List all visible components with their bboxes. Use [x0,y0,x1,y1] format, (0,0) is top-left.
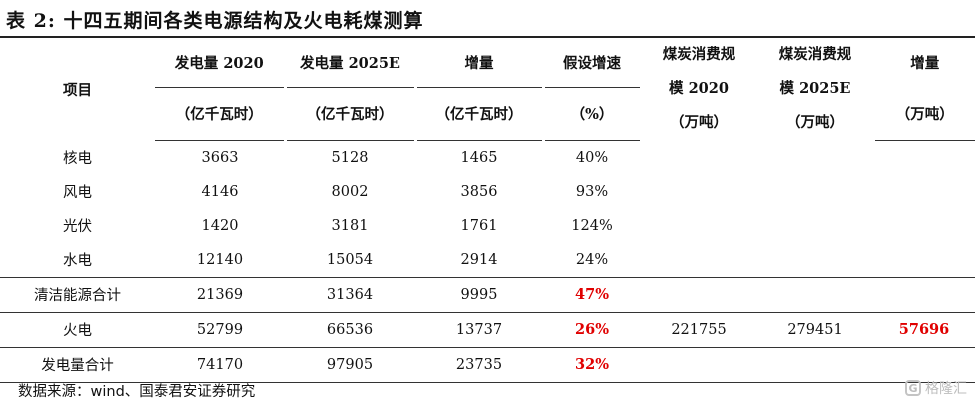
data-source-note: 数据来源：wind、国泰君安证券研究 [18,384,256,400]
cell-increase: 3856 [460,183,498,200]
header-gen2020: 发电量 2020 [155,38,287,88]
cell-coal2025 [757,209,873,243]
cell-gen2020: 3663 [201,149,239,166]
table-row-total: 发电量合计 74170 97905 23735 32% [0,346,975,383]
cell-coal2020 [641,276,757,312]
cell-gen2025: 3181 [331,217,369,234]
cell-coal2025: 279451 [757,311,873,347]
cell-coal2025 [757,140,873,175]
cell-gen2020: 52799 [155,311,285,347]
cell-coal-increase [873,243,975,278]
cell-coal2020 [641,140,757,175]
cell-gen2020: 4146 [201,183,239,200]
watermark-text: 格隆汇 [925,381,967,397]
header-coal2020-line2: 模 2020 [669,80,729,97]
table-row: 核电 3663 5128 1465 40% [0,140,975,175]
header-increase: 增量 [415,38,545,88]
cell-coal2020 [641,175,757,209]
header-unit-kwh-2025: （亿千瓦时） [285,87,417,141]
row-label: 光伏 [63,219,92,235]
row-label: 风电 [63,185,92,201]
header-coal2025: 煤炭消费规 模 2025E （万吨） [757,38,875,140]
cell-coal-increase [873,346,975,383]
cell-gen2020: 21369 [155,276,285,312]
cell-gen2020: 12140 [196,251,244,268]
table-row: 水电 12140 15054 2914 24% [0,243,975,278]
header-coal2025-line2: 模 2025E [779,80,851,97]
cell-increase: 23735 [415,346,543,383]
cell-coal2020 [641,243,757,278]
cell-coal-increase [873,140,975,175]
row-label: 核电 [63,150,92,167]
cell-gen2025: 31364 [285,276,415,312]
cell-coal-increase-highlight: 57696 [873,311,975,347]
cell-gen2025: 97905 [285,346,415,383]
row-label: 水电 [63,253,92,269]
table-row-subtotal: 清洁能源合计 21369 31364 9995 47% [0,276,975,312]
cell-gen2025: 8002 [331,183,369,200]
cell-coal-increase [873,209,975,243]
header-item: 项目 [63,81,92,99]
row-label: 火电 [0,311,155,347]
cell-growth: 93% [575,183,609,200]
cell-growth-highlight: 26% [543,311,641,347]
cell-increase: 1465 [460,149,498,166]
cell-coal2025 [757,243,873,278]
cell-increase: 13737 [415,311,543,347]
header-unit-kwh-increase: （亿千瓦时） [415,87,545,141]
cell-gen2020: 1420 [201,217,239,234]
title-rule [0,36,975,38]
cell-growth: 24% [575,251,609,268]
table-row: 风电 4146 8002 3856 93% [0,175,975,209]
cell-coal2020 [641,209,757,243]
row-label: 发电量合计 [0,346,155,383]
table-row-thermal: 火电 52799 66536 13737 26% 221755 279451 5… [0,311,975,347]
watermark: G 格隆汇 [905,378,967,398]
header-coal2020-line1: 煤炭消费规 [662,46,736,63]
cell-gen2025: 66536 [285,311,415,347]
cell-increase: 9995 [415,276,543,312]
gelonghui-logo-icon: G [905,380,921,396]
cell-gen2020: 74170 [155,346,285,383]
cell-coal-increase [873,276,975,312]
header-coal2025-unit: （万吨） [786,114,844,131]
table-row: 光伏 1420 3181 1761 124% [0,209,975,243]
table-title: 表 2: 十四五期间各类电源结构及火电耗煤测算 [6,10,424,32]
cell-coal2025 [757,346,873,383]
cell-growth: 40% [575,149,609,166]
cell-growth-highlight: 32% [543,346,641,383]
header-coal2020-unit: （万吨） [670,114,728,131]
cell-coal2025 [757,175,873,209]
row-label: 清洁能源合计 [0,276,155,312]
header-coal-increase-unit: （万吨） [873,87,975,141]
cell-coal2020: 221755 [641,311,757,347]
header-coal-increase: 增量 [910,55,940,73]
header-unit-kwh-2020: （亿千瓦时） [155,87,287,141]
cell-increase: 2914 [460,251,498,268]
data-table: 项目 发电量 2020 发电量 2025E 增量 假设增速 煤炭消费规 模 20… [0,38,975,383]
header-coal2025-line1: 煤炭消费规 [778,46,852,63]
cell-coal2020 [641,346,757,383]
cell-coal2025 [757,276,873,312]
cell-increase: 1761 [460,217,498,234]
cell-coal-increase [873,175,975,209]
cell-gen2025: 15054 [326,251,374,268]
cell-growth-highlight: 47% [543,276,641,312]
header-gen2025: 发电量 2025E [285,38,417,88]
header-unit-pct: （%） [543,87,643,141]
cell-growth: 124% [571,217,613,234]
cell-gen2025: 5128 [331,149,369,166]
header-growth: 假设增速 [543,38,643,88]
header-coal2020: 煤炭消费规 模 2020 （万吨） [641,38,759,140]
